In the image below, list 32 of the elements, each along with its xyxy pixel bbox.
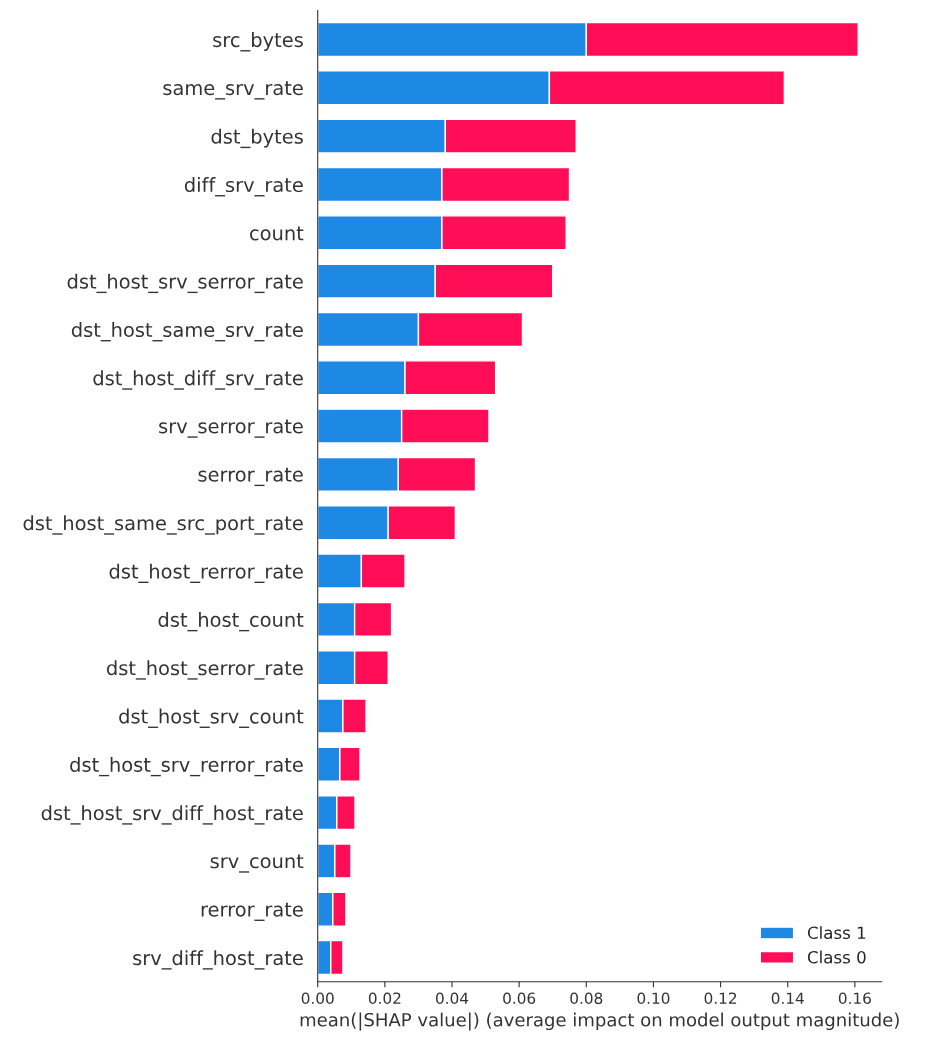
x-tick-label: 0.02: [368, 992, 401, 1004]
y-tick-label: dst_host_srv_diff_host_rate: [41, 805, 303, 825]
x-axis-title: mean(|SHAP value|) (average impact on model output magnitude): [300, 1012, 899, 1031]
y-tick-label: dst_bytes: [211, 128, 303, 149]
y-tick-label: dst_host_srv_rerror_rate: [70, 756, 303, 777]
x-tick-label: 0.00: [301, 992, 334, 1004]
y-tick-label: dst_host_diff_srv_rate: [93, 370, 303, 390]
legend-label: Class 1: [807, 926, 866, 940]
y-tick-label: rerror_rate: [201, 902, 303, 921]
y-tick-label: diff_srv_rate: [184, 177, 303, 197]
x-tick-label: 0.12: [704, 992, 737, 1004]
y-tick-label: srv_count: [210, 854, 304, 873]
y-tick-label: srv_diff_host_rate: [133, 950, 303, 970]
x-tick-label: 0.04: [436, 992, 469, 1004]
legend-label: Class 0: [807, 950, 866, 964]
y-tick-label: dst_host_srv_serror_rate: [67, 273, 303, 294]
y-tick-label: dst_host_same_src_port_rate: [23, 515, 303, 535]
y-tick-label: dst_host_srv_count: [119, 708, 304, 728]
y-tick-label: same_srv_rate: [163, 81, 303, 100]
y-tick-label: srv_serror_rate: [159, 419, 303, 438]
y-tick-label: dst_host_rerror_rate: [109, 563, 303, 583]
y-tick-label: src_bytes: [213, 32, 303, 52]
x-tick-label: 0.06: [503, 992, 536, 1004]
x-tick-label: 0.10: [637, 992, 670, 1004]
x-tick-label: 0.16: [838, 992, 871, 1004]
y-tick-label: dst_host_count: [158, 611, 304, 632]
y-tick-label: serror_rate: [198, 467, 303, 487]
y-tick-label: dst_host_serror_rate: [106, 660, 303, 680]
y-tick-label: dst_host_same_srv_rate: [71, 322, 303, 342]
x-tick-label: 0.08: [570, 992, 603, 1004]
x-tick-label: 0.14: [771, 992, 804, 1004]
y-tick-label: count: [250, 226, 304, 241]
